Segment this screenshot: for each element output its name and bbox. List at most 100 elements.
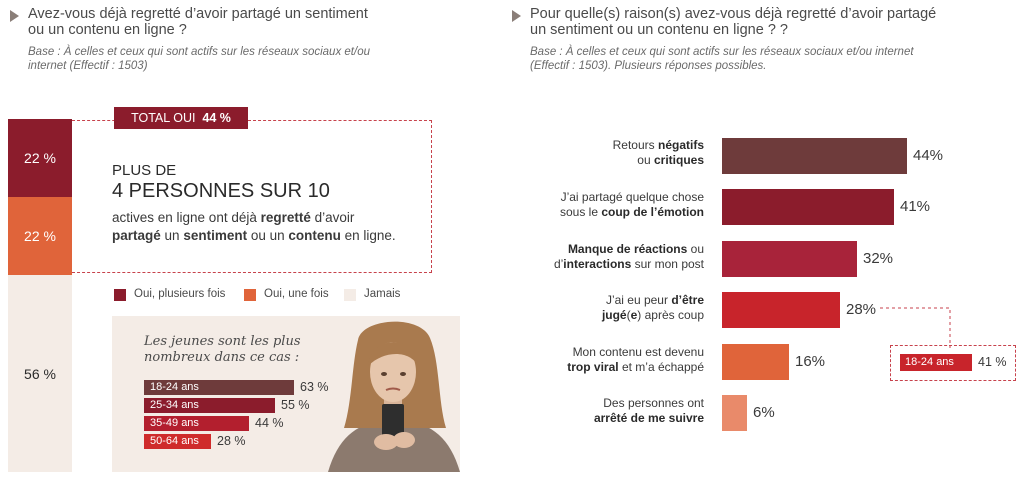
- legend-swatch-une-fois: [244, 289, 256, 301]
- reason-2-l1c: ou: [687, 242, 704, 256]
- reason-4-l2b: trop viral: [567, 360, 619, 374]
- stack-seg-plusieurs: 22 %: [8, 119, 72, 197]
- reason-0-l2b: critiques: [653, 153, 704, 167]
- reason-2-l1b: Manque de réactions: [567, 242, 688, 256]
- callout-connector: [880, 307, 951, 348]
- right-base-line1: Base : À celles et ceux qui sont actifs …: [530, 46, 914, 58]
- reason-bar-0: [722, 138, 907, 174]
- legend-swatch-plusieurs: [114, 289, 126, 301]
- left-base-line1: Base : À celles et ceux qui sont actifs …: [28, 46, 370, 58]
- legend-swatch-jamais: [344, 289, 356, 301]
- reason-3-l1b: d’être: [671, 293, 704, 307]
- reason-label-viral: Mon contenu est devenu trop viral et m’a…: [567, 345, 704, 375]
- reason-5-l2b: arrêté de me suivre: [593, 411, 704, 425]
- reason-0-l2a: ou: [637, 153, 654, 167]
- total-dashed-box: [72, 120, 432, 273]
- girl-with-phone-illustration: [328, 321, 460, 472]
- reason-5-l1a: Des personnes ont: [603, 396, 704, 410]
- left-question-line2: ou un contenu en ligne ?: [28, 22, 187, 38]
- callout-value: 41 %: [978, 355, 1007, 369]
- reason-1-l2a: sous le: [559, 205, 602, 219]
- right-question-arrow-icon: [512, 10, 521, 22]
- age-bar-value-2: 44 %: [255, 416, 284, 430]
- stack-seg-plusieurs-label: 22 %: [24, 150, 56, 166]
- reason-2-l2a: d’: [553, 257, 564, 271]
- left-base-line2: internet (Effectif : 1503): [28, 60, 148, 72]
- right-base-line2: (Effectif : 1503). Plusieurs réponses po…: [530, 60, 767, 72]
- legend-label-jamais: Jamais: [364, 288, 401, 300]
- reason-3-l2e: ) après coup: [637, 308, 704, 322]
- reason-3-l2d: e: [630, 308, 638, 322]
- reason-2-l2c: sur mon post: [631, 257, 704, 271]
- right-base-note: Base : À celles et ceux qui sont actifs …: [530, 45, 1000, 73]
- young-panel-title: Les jeunes sont les plus nombreux dans c…: [144, 334, 301, 366]
- legend-label-une-fois: Oui, une fois: [264, 288, 329, 300]
- stack-seg-une-fois-label: 22 %: [24, 228, 56, 244]
- desc-bold-sentiment: sentiment: [183, 228, 248, 243]
- right-question-line2: un sentiment ou un contenu en ligne ? ?: [530, 22, 788, 38]
- right-question-line1: Pour quelle(s) raison(s) avez-vous déjà …: [530, 6, 937, 22]
- reason-label-suivre: Des personnes ont arrêté de me suivre: [594, 396, 704, 426]
- reason-1-l1a: J’ai partagé quelque chose: [560, 190, 704, 204]
- reason-bar-2: [722, 241, 857, 277]
- callout-bar: 18-24 ans: [900, 354, 972, 371]
- reason-bar-value-5: 6%: [753, 404, 775, 421]
- reason-3-l2b: jugé: [601, 308, 627, 322]
- age-bar-value-3: 28 %: [217, 434, 246, 448]
- reason-label-negatifs: Retours négatifs ou critiques: [613, 138, 704, 168]
- headline-big: 4 PERSONNES SUR 10: [112, 180, 330, 202]
- reason-3-l2c: (: [626, 308, 631, 322]
- left-base-note: Base : À celles et ceux qui sont actifs …: [28, 45, 428, 73]
- reason-0-l1b: négatifs: [657, 138, 704, 152]
- desc-part3: un: [160, 228, 184, 243]
- desc-part5: en ligne.: [340, 228, 396, 243]
- left-question-line1: Avez-vous déjà regretté d’avoir partagé …: [28, 6, 368, 22]
- reason-0-l1a: Retours: [612, 138, 658, 152]
- reason-1-l2b: coup de l’émotion: [601, 205, 704, 219]
- desc-part2: d’avoir: [310, 210, 355, 225]
- reason-bar-value-3: 28%: [846, 301, 877, 318]
- reason-4-l2c: et m’a échappé: [618, 360, 704, 374]
- total-value: 44 %: [202, 111, 231, 125]
- reason-bar-4: [722, 344, 789, 380]
- age-bar-0: 18-24 ans: [144, 380, 294, 395]
- reason-bar-5: [722, 395, 747, 431]
- total-badge: TOTAL OUI 44 %: [114, 107, 248, 129]
- reason-bar-value-1: 41%: [900, 198, 931, 215]
- stack-seg-une-fois: 22 %: [8, 197, 72, 275]
- callout-label: 18-24 ans: [905, 356, 954, 368]
- question-arrow-icon: [10, 10, 19, 22]
- desc-bold-regrette: regretté: [260, 210, 311, 225]
- legend-label-plusieurs: Oui, plusieurs fois: [134, 288, 226, 300]
- desc-part1: actives en ligne ont déjà: [112, 210, 261, 225]
- reason-bar-3: [722, 292, 840, 328]
- total-label: TOTAL OUI: [131, 111, 196, 125]
- headline-desc: actives en ligne ont déjà regretté d’avo…: [112, 209, 422, 245]
- age-bar-3: 50-64 ans: [144, 434, 211, 449]
- age-bar-value-1: 55 %: [281, 398, 310, 412]
- reason-bar-value-2: 32%: [863, 250, 894, 267]
- reason-3-l1a: J’ai eu peur: [605, 293, 672, 307]
- reason-2-l2b: interactions: [563, 257, 632, 271]
- young-title-line2: nombreux dans ce cas :: [144, 350, 300, 365]
- age-bar-1: 25-34 ans: [144, 398, 275, 413]
- reason-label-juge: J’ai eu peur d’être jugé(e) après coup: [602, 293, 704, 323]
- age-bar-2: 35-49 ans: [144, 416, 249, 431]
- age-bar-value-0: 63 %: [300, 380, 329, 394]
- reason-label-emotion: J’ai partagé quelque chose sous le coup …: [560, 190, 704, 220]
- desc-part4: ou un: [247, 228, 289, 243]
- reason-4-l1a: Mon contenu est devenu: [572, 345, 704, 359]
- reason-label-reactions: Manque de réactions ou d’interactions su…: [554, 242, 704, 272]
- left-question-title: Avez-vous déjà regretté d’avoir partagé …: [28, 6, 428, 38]
- desc-bold-partage: partagé: [112, 228, 161, 243]
- reason-bar-value-4: 16%: [795, 353, 826, 370]
- callout-box: [890, 345, 1016, 381]
- stack-seg-jamais-label: 56 %: [24, 365, 56, 382]
- reason-bar-1: [722, 189, 894, 225]
- headline-small: PLUS DE: [112, 162, 177, 179]
- desc-bold-contenu: contenu: [288, 228, 341, 243]
- stack-seg-jamais: 56 %: [8, 275, 72, 472]
- young-title-line1: Les jeunes sont les plus: [144, 334, 301, 349]
- right-question-title: Pour quelle(s) raison(s) avez-vous déjà …: [530, 6, 1000, 38]
- reason-bar-value-0: 44%: [913, 147, 944, 164]
